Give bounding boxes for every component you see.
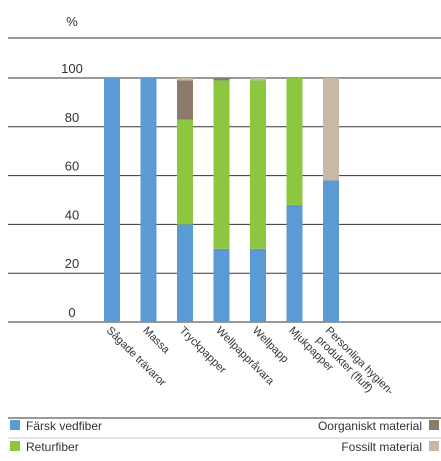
y-tick-label: 0	[68, 305, 75, 320]
legend-label: Returfiber	[26, 440, 79, 454]
bar-segment	[323, 180, 339, 322]
bar-segment	[250, 80, 266, 249]
bar-segment	[177, 224, 193, 322]
legend-label: Oorganiskt material	[318, 419, 422, 433]
legend-swatch	[10, 441, 20, 451]
legend-swatch	[429, 420, 439, 430]
legend: Färsk vedfiber Oorganiskt material Returfi…	[8, 417, 441, 454]
bar-segment	[177, 78, 193, 81]
bar-segment	[140, 78, 157, 322]
legend-swatch	[10, 420, 20, 430]
bar-segment	[213, 248, 230, 322]
legend-label: Färsk vedfiber	[26, 419, 102, 433]
bar-segment	[213, 78, 230, 81]
legend-swatch	[429, 441, 439, 451]
bar-segment	[286, 78, 303, 205]
bar-segment	[213, 80, 230, 249]
y-tick-label: 80	[65, 110, 79, 125]
bar-segment	[177, 80, 193, 120]
bar-segment	[286, 204, 303, 322]
bar-segment	[323, 78, 339, 181]
bar-segment	[250, 248, 266, 322]
y-tick-label: 100	[61, 61, 83, 76]
bars	[104, 78, 339, 322]
y-tick-labels: 0 20 40 60 80 100	[61, 61, 83, 320]
bar-segment	[250, 78, 266, 81]
category-label-line: Massa	[140, 325, 172, 357]
y-tick-label: 40	[65, 207, 79, 222]
y-axis-label: %	[66, 14, 78, 29]
bar-segment	[104, 78, 120, 322]
bar-segment	[177, 119, 193, 225]
y-tick-label: 60	[65, 159, 79, 174]
legend-label: Fossilt material	[341, 440, 422, 454]
y-tick-label: 20	[65, 256, 79, 271]
category-label: Massa	[140, 325, 172, 357]
